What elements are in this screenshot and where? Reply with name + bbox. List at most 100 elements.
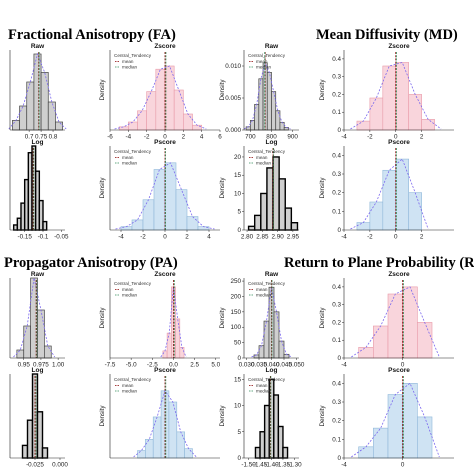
histogram-bar [263, 320, 270, 359]
histogram-bar [19, 105, 28, 131]
y-tick-label: 0.4 [332, 380, 341, 387]
histogram-bar [164, 65, 175, 131]
y-tick-label: 0 [337, 455, 341, 462]
histogram-bar [142, 199, 155, 231]
panel-title: Zscore [388, 43, 410, 50]
histogram-bar [278, 178, 286, 231]
histogram-bar [417, 416, 433, 459]
histogram-bar [184, 448, 193, 459]
panel-pscore-1: Pscore -4 -2 0 2 0 0.1 0.2 0.3 0.4 Density [319, 139, 454, 241]
legend-item: median [122, 65, 138, 70]
histogram-bar [258, 345, 265, 359]
x-tick-label: 0.035 [251, 362, 267, 369]
y-axis-label: Density [319, 177, 326, 199]
panel-raw-2: Raw 0.95 0.975 1.00 [9, 271, 65, 369]
x-tick-label: 2.80 [241, 234, 254, 241]
x-tick-label: 0.0 [169, 362, 178, 369]
y-tick-label: 0.005 [225, 95, 241, 102]
histogram-bar [253, 214, 262, 231]
x-tick-label: -0.15 [17, 234, 32, 241]
histogram-bar [168, 401, 178, 459]
section-title-rtpp: Return to Plane Probability (RT [284, 255, 474, 271]
histogram-bar [179, 347, 185, 359]
x-tick-label: 0 [401, 462, 405, 469]
histogram-bar [47, 101, 56, 131]
histogram-bar [44, 345, 52, 359]
y-tick-label: 0.4 [332, 284, 341, 291]
histogram-bar [356, 222, 371, 231]
histogram-bar [186, 216, 199, 231]
legend-title: Central_Tendency [248, 149, 286, 154]
x-tick-label: 2.90 [271, 234, 284, 241]
histogram-bar [402, 286, 418, 359]
histogram-bar [373, 427, 389, 459]
x-tick-label: -2 [367, 234, 373, 241]
histogram-bar [155, 68, 166, 131]
panel-title: Raw [265, 43, 279, 50]
x-tick-label: -1.30 [287, 462, 302, 469]
panel-title: Log [266, 139, 278, 146]
histogram-bar [245, 126, 251, 131]
legend-title: Central_Tendency [114, 53, 152, 58]
x-tick-label: 0.75 [35, 134, 48, 141]
y-tick-label: 0.2 [332, 418, 341, 425]
x-tick-label: -0.1 [38, 234, 49, 241]
histogram-bar [266, 72, 272, 131]
y-tick-label: 0 [237, 455, 241, 462]
histogram-bar [254, 104, 260, 131]
y-tick-label: 15 [234, 376, 242, 383]
density-curve [351, 286, 440, 358]
x-tick-label: 0 [394, 234, 398, 241]
legend-title: Central_Tendency [114, 281, 152, 286]
x-tick-label: -1.35 [276, 462, 291, 469]
panel-zscore-1: Zscore -4 -2 0 2 0 0.1 0.2 0.3 0.4 Density [319, 43, 454, 141]
histogram-bar [176, 431, 185, 459]
x-tick-label: -1.45 [253, 462, 268, 469]
histogram-panels: Raw 0.7 0.75 0.8 Log -0.15 -0.1 -0.05 Zscore -6 -4… [8, 43, 454, 469]
panel-title: Zscore [154, 271, 176, 278]
x-tick-label: 1.00 [52, 362, 65, 369]
histogram-bar [421, 119, 435, 131]
x-tick-label: 0 [163, 134, 167, 141]
x-tick-label: 0.050 [289, 362, 305, 369]
histogram-bar [278, 340, 285, 359]
x-tick-label: -2 [144, 134, 150, 141]
legend-item: mean [256, 155, 268, 160]
histogram-bar [358, 347, 374, 359]
legend-item: mean [256, 287, 268, 292]
histogram-bar [290, 221, 299, 231]
panel-title: Pscore [388, 367, 410, 374]
histogram-bar [284, 207, 293, 231]
panel-raw-1: Raw 700 800 900 0.000 0.005 0.010 Density Centra… [219, 43, 299, 141]
histogram-bar [55, 121, 63, 131]
y-tick-label: 0.1 [332, 436, 341, 443]
density-curve [243, 61, 291, 130]
y-axis-label: Density [99, 177, 106, 199]
y-axis-label: Density [319, 405, 326, 427]
x-tick-label: 0 [163, 234, 167, 241]
x-tick-label: 0.040 [264, 362, 280, 369]
histogram-bar [373, 325, 389, 359]
x-tick-label: 0 [401, 362, 405, 369]
x-tick-label: -4 [118, 234, 124, 241]
panel-zscore-2: Zscore -7.5 -5.0 -2.5 0.0 2.5 5.0 Density Centra… [99, 271, 221, 369]
histogram-bar [275, 110, 281, 131]
legend-item: mean [122, 155, 134, 160]
histogram-bar [247, 225, 256, 231]
x-tick-label: -0.025 [26, 462, 44, 469]
section-title-md: Mean Diffusivity (MD) [316, 27, 458, 43]
panel-title: Pscore [388, 139, 410, 146]
section-title-fa: Fractional Anisotropy (FA) [8, 27, 176, 43]
panel-log-3: Log -1.50-1.45-1.40-1.35-1.30 0 5 10 15 Densit… [219, 367, 302, 469]
x-tick-label: -7.5 [105, 362, 116, 369]
panel-log-2: Log -0.025 0.000 [9, 367, 68, 469]
panel-title: Log [266, 367, 278, 374]
histogram-bar [175, 189, 188, 231]
y-tick-label: 10 [234, 190, 242, 197]
legend-item: median [256, 293, 272, 298]
histogram-bar [146, 91, 157, 131]
